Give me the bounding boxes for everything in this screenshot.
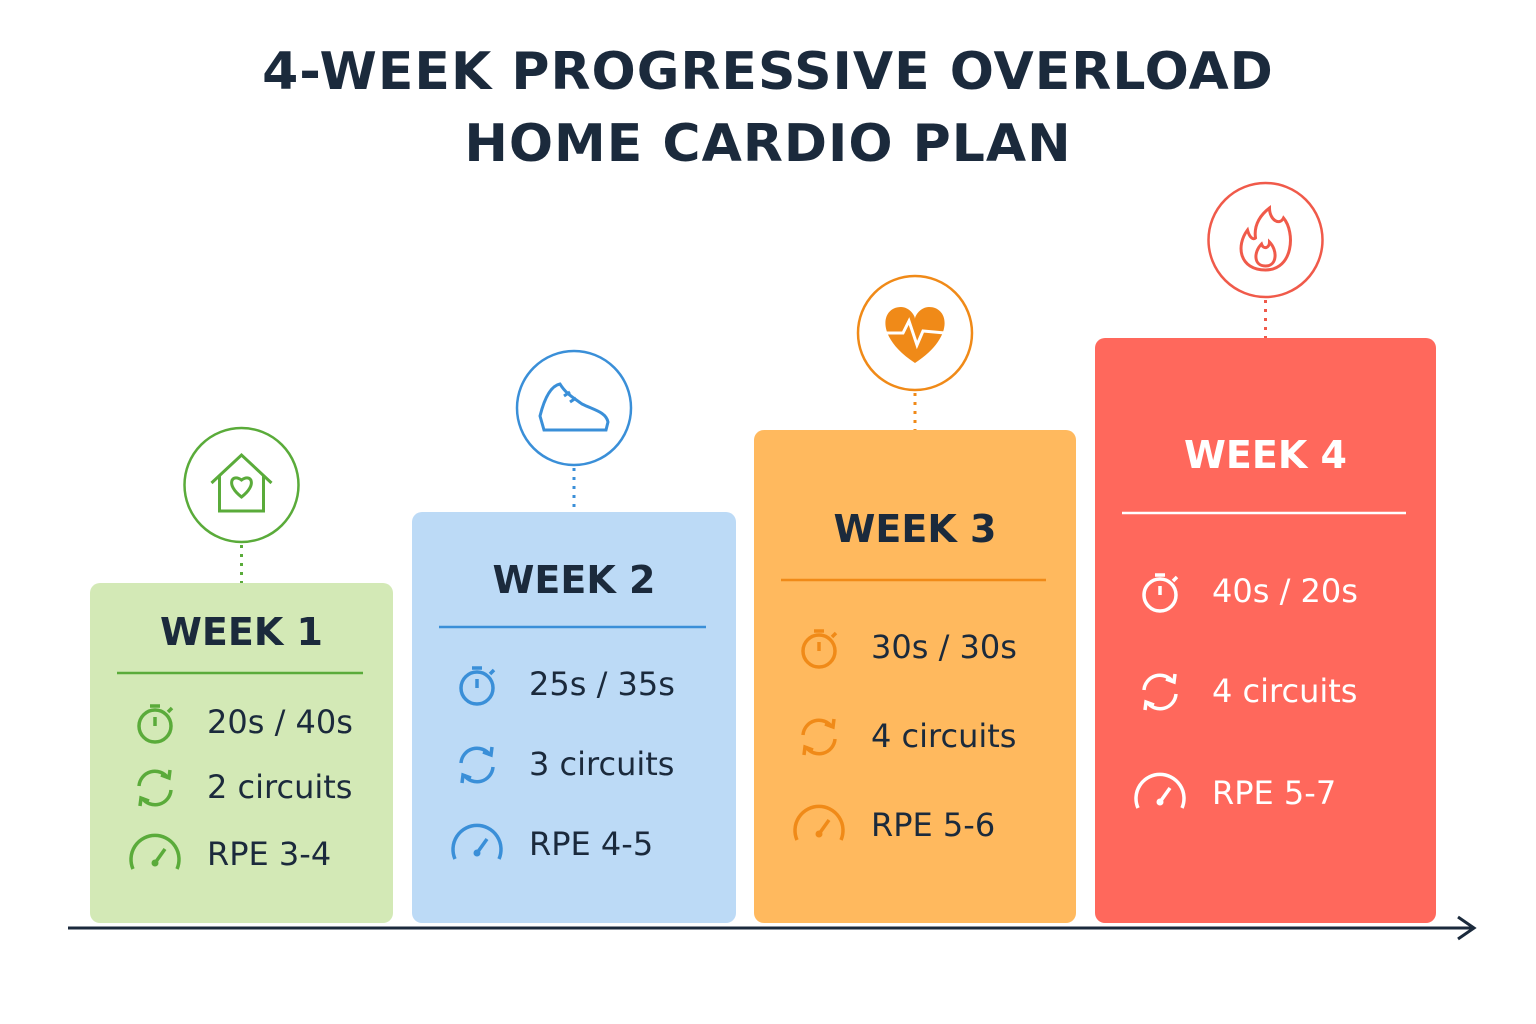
icon-part bbox=[488, 668, 496, 676]
row-text: 30s / 30s bbox=[871, 628, 1017, 666]
row-icon bbox=[801, 629, 838, 669]
title-line: HOME CARDIO PLAN bbox=[464, 114, 1072, 174]
timeline-arrow bbox=[1457, 915, 1477, 941]
row-text: 2 circuits bbox=[207, 768, 353, 806]
title-line: 4-WEEK PROGRESSIVE OVERLOAD bbox=[262, 42, 1274, 102]
icon-part bbox=[1239, 205, 1292, 272]
icon-part bbox=[210, 452, 273, 513]
row-icon bbox=[793, 804, 845, 841]
row-icon bbox=[1142, 573, 1179, 613]
icon-ring bbox=[1207, 181, 1324, 299]
row-text: RPE 5-6 bbox=[871, 806, 996, 844]
row-text: RPE 5-7 bbox=[1212, 774, 1337, 812]
icon-part bbox=[137, 708, 173, 744]
row-icon bbox=[451, 823, 503, 860]
icon-part bbox=[793, 804, 845, 841]
icon-part bbox=[830, 631, 838, 639]
icon-part bbox=[802, 744, 814, 756]
row-icon bbox=[1134, 772, 1186, 809]
row-icon bbox=[129, 833, 181, 870]
row-icon bbox=[801, 718, 837, 756]
icon-part bbox=[1143, 699, 1155, 711]
row-text: 40s / 20s bbox=[1212, 572, 1358, 610]
week-label: WEEK 1 bbox=[160, 610, 323, 654]
week-card bbox=[412, 512, 736, 923]
week-label: WEEK 2 bbox=[492, 558, 656, 602]
icon-part bbox=[451, 823, 503, 860]
row-icon bbox=[1142, 673, 1178, 711]
week-icon bbox=[210, 452, 273, 513]
icon-part bbox=[460, 772, 472, 784]
week-card bbox=[1095, 338, 1436, 923]
week-label: WEEK 4 bbox=[1184, 433, 1347, 477]
icon-part bbox=[824, 718, 836, 730]
icon-part bbox=[885, 317, 946, 350]
icon-part bbox=[160, 769, 172, 781]
icon-part bbox=[473, 849, 481, 857]
row-icon bbox=[137, 704, 174, 744]
row-text: RPE 3-4 bbox=[207, 835, 332, 873]
icon-part bbox=[138, 795, 150, 807]
icon-ring bbox=[183, 426, 300, 544]
week-icon bbox=[538, 382, 610, 432]
icon-part bbox=[1254, 238, 1277, 268]
row-text: 4 circuits bbox=[871, 717, 1017, 755]
icon-part bbox=[1142, 577, 1178, 613]
row-text: 4 circuits bbox=[1212, 672, 1358, 710]
icon-part bbox=[129, 833, 181, 870]
icon-part bbox=[563, 390, 571, 398]
row-text: 20s / 40s bbox=[207, 703, 353, 741]
row-text: 3 circuits bbox=[529, 745, 675, 783]
row-icon bbox=[459, 666, 496, 706]
icon-part bbox=[151, 859, 159, 867]
week-icon bbox=[885, 307, 946, 363]
icon-part bbox=[230, 476, 253, 499]
row-text: RPE 4-5 bbox=[529, 825, 654, 863]
row-icon bbox=[137, 769, 173, 807]
icon-part bbox=[459, 670, 495, 706]
icon-part bbox=[166, 706, 174, 714]
week-card bbox=[754, 430, 1076, 923]
row-icon bbox=[459, 746, 495, 784]
week-icon bbox=[1239, 205, 1292, 272]
icon-part bbox=[569, 396, 577, 404]
icon-part bbox=[1134, 772, 1186, 809]
row-text: 25s / 35s bbox=[529, 665, 675, 703]
icon-part bbox=[482, 746, 494, 758]
icon-part bbox=[1156, 798, 1164, 806]
icon-part bbox=[815, 830, 823, 838]
icon-ring bbox=[515, 349, 633, 467]
icon-part bbox=[1165, 673, 1177, 685]
icon-part bbox=[1171, 575, 1179, 583]
week-label: WEEK 3 bbox=[833, 507, 997, 551]
icon-part bbox=[801, 633, 837, 669]
